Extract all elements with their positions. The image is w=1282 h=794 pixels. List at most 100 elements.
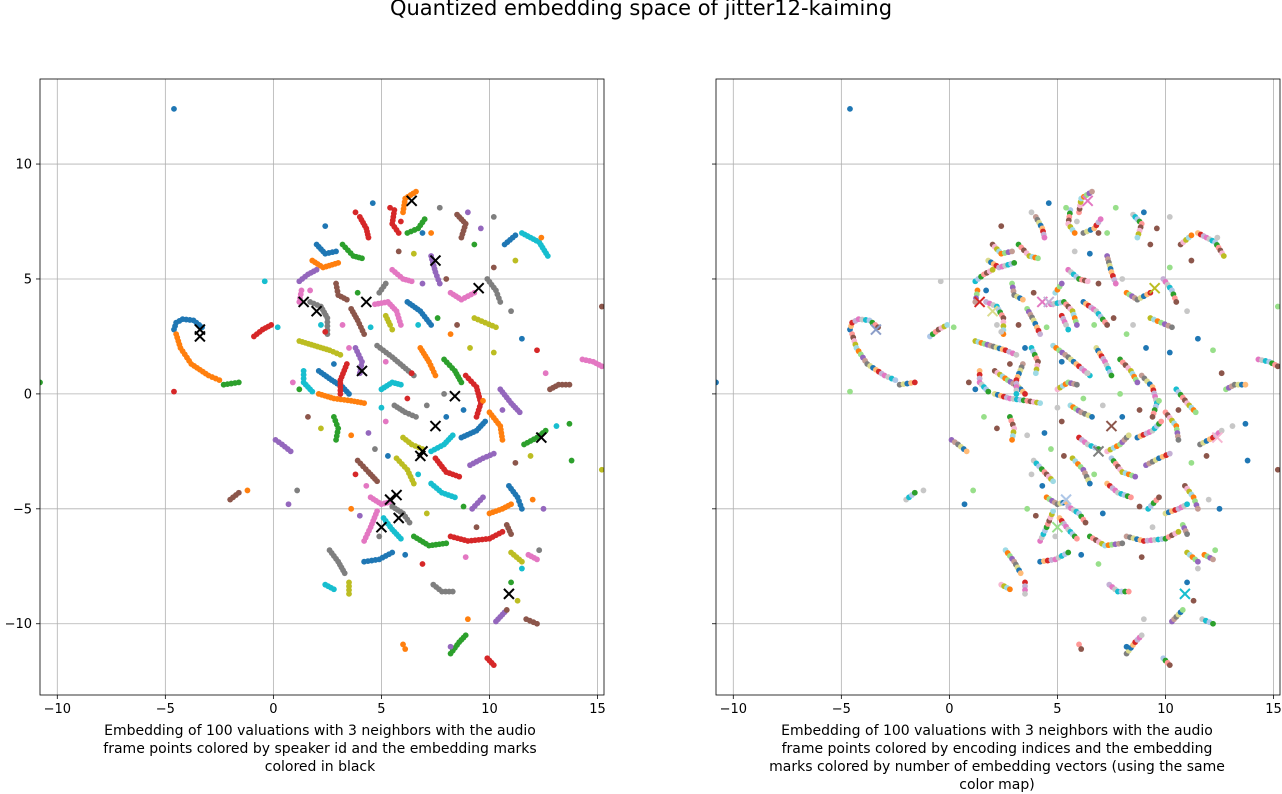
data-point	[508, 308, 514, 315]
data-point	[490, 450, 497, 457]
data-point	[540, 505, 547, 512]
data-point	[1188, 257, 1195, 264]
data-point	[508, 531, 514, 537]
data-point	[490, 264, 497, 271]
data-point	[568, 457, 575, 464]
data-point	[1022, 345, 1028, 351]
data-point	[382, 358, 389, 365]
data-point	[508, 579, 514, 586]
data-point	[235, 379, 242, 386]
data-point	[1188, 232, 1195, 239]
y-tick-label: −10	[5, 617, 32, 632]
x-tick-label: 15	[1265, 702, 1282, 717]
data-point	[518, 558, 525, 565]
data-point	[1022, 590, 1028, 597]
data-point	[1140, 616, 1147, 623]
data-point	[512, 459, 519, 466]
data-point	[330, 586, 337, 593]
data-point	[458, 379, 465, 386]
points-layer	[40, 105, 604, 669]
left-scatter-panel: −10 −5 0 5 10 15 −10 −5 0 5 10	[5, 78, 606, 717]
data-point	[892, 377, 899, 383]
data-point	[516, 409, 523, 416]
data-point	[1147, 241, 1154, 248]
data-point	[1138, 632, 1145, 639]
data-point	[542, 370, 549, 377]
data-point	[1073, 381, 1080, 388]
data-point	[462, 554, 469, 560]
data-point	[1125, 588, 1132, 595]
data-point	[473, 413, 480, 420]
data-point	[981, 413, 987, 420]
data-point	[538, 234, 545, 241]
data-point	[363, 482, 370, 489]
data-point	[369, 200, 376, 207]
data-point	[998, 223, 1005, 230]
data-point	[490, 214, 497, 220]
data-point	[1136, 503, 1143, 510]
data-point	[318, 425, 324, 432]
data-point	[1242, 420, 1249, 427]
data-point	[1143, 345, 1149, 351]
embedding-mark	[429, 420, 442, 432]
x-tick-label: 10	[1157, 702, 1174, 717]
data-point	[428, 230, 435, 236]
data-point	[402, 551, 409, 558]
axes-frame	[715, 78, 1281, 696]
data-point	[1153, 225, 1160, 232]
data-point	[1039, 482, 1046, 489]
embedding-mark	[356, 365, 368, 377]
data-point	[296, 386, 303, 393]
data-point	[1274, 363, 1280, 370]
data-point	[464, 616, 471, 623]
y-tick-label: 0	[24, 387, 32, 402]
data-point	[566, 420, 573, 427]
data-point	[503, 607, 510, 613]
y-tick-label: 5	[24, 272, 32, 287]
data-point	[352, 209, 359, 216]
data-point	[477, 225, 484, 232]
data-point	[1194, 565, 1201, 572]
data-point	[497, 299, 504, 305]
data-point	[324, 319, 331, 325]
data-point	[1166, 662, 1173, 669]
data-point	[1080, 395, 1087, 402]
right-scatter-panel: −10 −5 0 5 10 15	[712, 78, 1282, 717]
data-point	[395, 248, 402, 255]
data-point	[464, 209, 471, 216]
data-point	[359, 255, 365, 262]
data-point	[965, 379, 972, 386]
embedding-mark	[194, 330, 206, 343]
data-point	[1205, 496, 1212, 503]
data-point	[1138, 554, 1145, 560]
data-point	[419, 230, 426, 236]
data-point	[989, 266, 996, 273]
data-point	[1063, 322, 1069, 328]
data-point	[378, 404, 385, 411]
data-point	[443, 276, 450, 282]
data-point	[287, 448, 294, 455]
data-point	[1045, 200, 1052, 207]
data-point	[456, 473, 463, 480]
data-point	[514, 597, 521, 604]
data-point	[1073, 322, 1080, 328]
embedding-mark	[1148, 282, 1161, 294]
embedding-mark	[535, 431, 548, 444]
data-point	[337, 351, 344, 358]
data-point	[408, 278, 415, 285]
data-point	[382, 280, 389, 287]
data-point	[389, 326, 396, 333]
data-point	[341, 570, 348, 577]
x-tick-label: 0	[269, 702, 277, 717]
data-point	[374, 508, 380, 515]
data-point	[1134, 234, 1141, 241]
data-point	[428, 322, 435, 328]
data-point	[421, 216, 428, 223]
data-point	[1037, 331, 1044, 338]
data-point	[1110, 315, 1117, 321]
data-point	[382, 418, 389, 425]
data-point	[1058, 280, 1065, 287]
data-point	[1013, 391, 1020, 397]
data-point	[458, 234, 465, 241]
data-point	[367, 324, 374, 331]
